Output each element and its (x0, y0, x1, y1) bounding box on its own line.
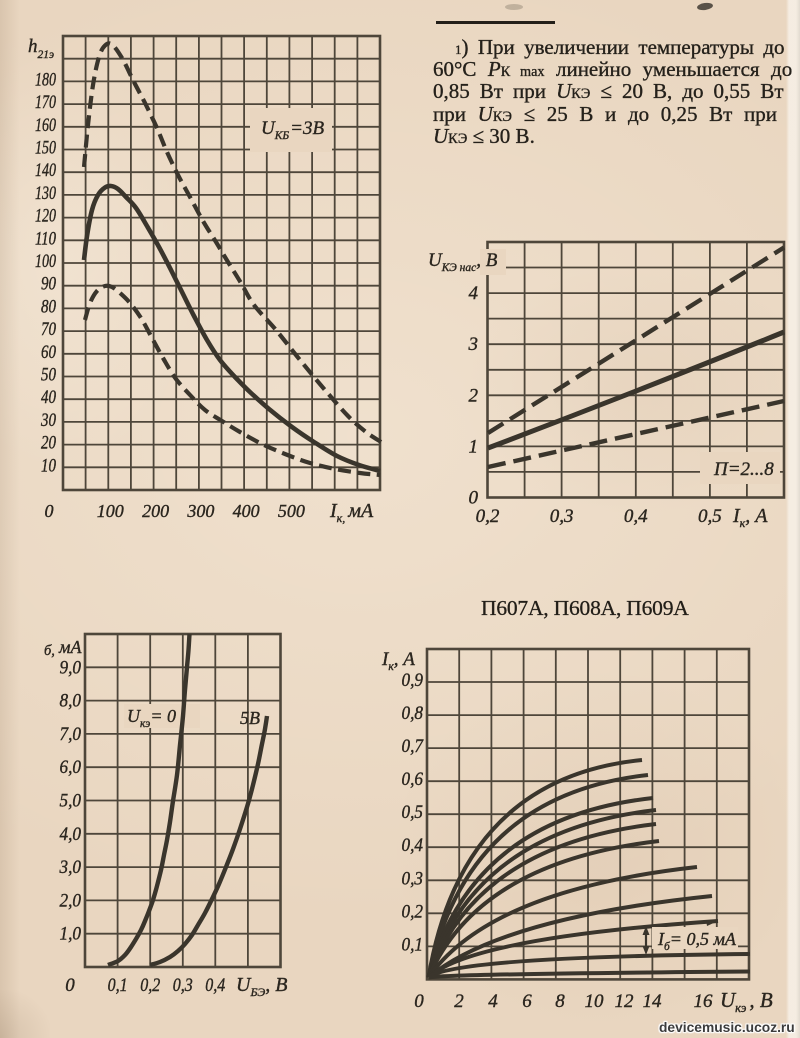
svg-text:0: 0 (469, 488, 479, 509)
svg-text:1: 1 (469, 436, 479, 457)
svg-text:Iб= 0,5 мА: Iб= 0,5 мА (657, 929, 737, 953)
svg-text:0: 0 (65, 975, 75, 996)
svg-text:П=2...8: П=2...8 (713, 459, 774, 480)
svg-text:0,4: 0,4 (205, 975, 225, 996)
svg-text:6: 6 (522, 991, 532, 1012)
svg-text:8,0: 8,0 (60, 691, 82, 712)
svg-text:0: 0 (45, 501, 54, 521)
svg-text:UКБ=3В: UКБ=3В (261, 118, 324, 142)
svg-text:б,: б, (44, 643, 55, 659)
svg-text:UБЭ, В: UБЭ, В (236, 974, 287, 999)
svg-text:300: 300 (186, 501, 214, 521)
svg-text:0,3: 0,3 (173, 975, 193, 996)
svg-text:60: 60 (41, 343, 57, 363)
svg-text:h21э: h21э (28, 36, 54, 61)
svg-text:110: 110 (35, 229, 57, 249)
svg-text:140: 140 (35, 161, 57, 181)
svg-text:7,0: 7,0 (60, 724, 82, 745)
svg-text:UКЭ нас, В: UКЭ нас, В (428, 250, 498, 274)
svg-text:150: 150 (35, 139, 57, 159)
svg-text:0,3: 0,3 (550, 506, 574, 527)
svg-text:40: 40 (41, 388, 57, 408)
svg-text:0,2: 0,2 (140, 975, 160, 996)
svg-text:20: 20 (41, 434, 57, 454)
svg-text:12: 12 (615, 991, 635, 1012)
svg-text:30: 30 (40, 411, 56, 431)
svg-text:400: 400 (233, 501, 260, 521)
svg-text:100: 100 (97, 501, 124, 521)
svg-text:180: 180 (35, 70, 57, 90)
svg-text:5,0: 5,0 (60, 791, 82, 812)
svg-text:1,0: 1,0 (60, 924, 82, 945)
svg-text:14: 14 (643, 991, 663, 1012)
svg-text:4: 4 (469, 283, 479, 304)
svg-text:10: 10 (41, 456, 57, 476)
svg-text:10: 10 (585, 991, 605, 1012)
svg-text:Iк, А: Iк, А (381, 649, 415, 673)
svg-text:0,7: 0,7 (402, 736, 425, 757)
svg-text:0,5: 0,5 (402, 802, 424, 823)
svg-text:0,2: 0,2 (476, 506, 500, 527)
svg-text:0,5: 0,5 (698, 506, 722, 527)
svg-text:4: 4 (488, 991, 498, 1012)
svg-text:2: 2 (454, 991, 464, 1012)
svg-text:2,0: 2,0 (60, 890, 82, 911)
svg-text:160: 160 (35, 116, 57, 136)
svg-text:0,1: 0,1 (402, 934, 424, 955)
svg-text:120: 120 (35, 207, 57, 227)
svg-text:16: 16 (694, 991, 714, 1012)
svg-text:0: 0 (414, 991, 424, 1012)
svg-text:0,6: 0,6 (402, 769, 424, 790)
svg-text:2: 2 (469, 385, 479, 406)
svg-text:0,8: 0,8 (402, 703, 424, 724)
svg-text:500: 500 (278, 501, 305, 521)
svg-text:80: 80 (41, 297, 57, 317)
svg-text:6,0: 6,0 (60, 757, 82, 778)
svg-text:130: 130 (35, 184, 57, 204)
svg-text:0,4: 0,4 (402, 835, 424, 856)
svg-text:3,0: 3,0 (59, 857, 82, 878)
svg-text:170: 170 (35, 93, 57, 113)
svg-text:90: 90 (41, 275, 57, 295)
svg-text:5В: 5В (240, 708, 260, 728)
svg-text:0,9: 0,9 (402, 670, 424, 691)
svg-text:8: 8 (555, 991, 565, 1012)
svg-text:Uкэ, В: Uкэ, В (720, 988, 773, 1015)
svg-text:3: 3 (468, 334, 479, 355)
svg-text:4,0: 4,0 (60, 824, 82, 845)
svg-text:50: 50 (41, 366, 57, 386)
svg-text:70: 70 (41, 320, 57, 340)
svg-text:100: 100 (35, 252, 57, 272)
svg-text:мА: мА (58, 637, 82, 657)
svg-text:200: 200 (142, 501, 169, 521)
svg-text:0,3: 0,3 (402, 868, 424, 889)
svg-text:0,1: 0,1 (108, 975, 128, 996)
svg-text:Iк,мА: Iк, мА (329, 500, 374, 525)
svg-text:0,2: 0,2 (402, 901, 424, 922)
svg-text:9,0: 9,0 (60, 657, 82, 678)
svg-text:0,4: 0,4 (624, 506, 648, 527)
svg-text:Iк, А: Iк, А (732, 505, 768, 530)
